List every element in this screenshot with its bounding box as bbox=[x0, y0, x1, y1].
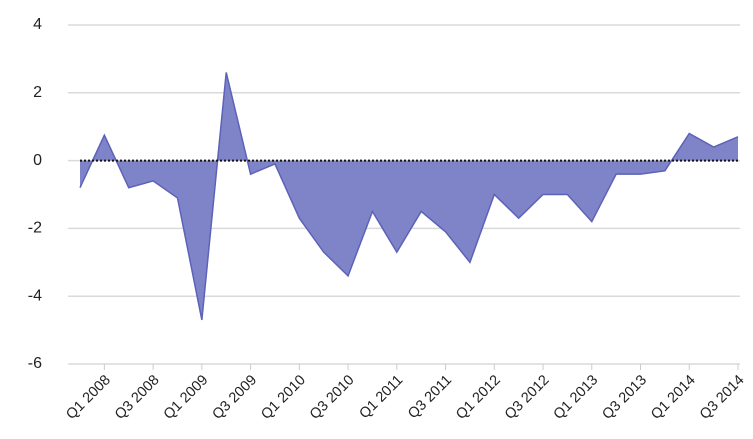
x-tick-label: Q3 2008 bbox=[112, 372, 163, 423]
x-tick-label: Q1 2009 bbox=[161, 372, 212, 423]
x-tick-label: Q1 2008 bbox=[63, 372, 114, 423]
x-tick-label: Q3 2011 bbox=[405, 372, 455, 422]
area-line bbox=[79, 72, 739, 321]
y-tick-label: -2 bbox=[28, 220, 42, 237]
y-tick-label: -4 bbox=[28, 287, 42, 304]
x-tick-label: Q3 2013 bbox=[599, 372, 650, 423]
x-tick-label: Q1 2014 bbox=[648, 372, 699, 423]
area bbox=[80, 72, 738, 320]
y-tick-label: -6 bbox=[28, 355, 42, 372]
x-tick-label: Q3 2012 bbox=[502, 372, 553, 423]
y-tick-label: 2 bbox=[33, 84, 42, 101]
x-tick-label: Q1 2011 bbox=[356, 372, 406, 422]
x-tick-label: Q3 2010 bbox=[307, 372, 358, 423]
x-tick-label: Q1 2010 bbox=[258, 372, 309, 423]
y-tick-label: 0 bbox=[33, 152, 42, 169]
x-tick-label: Q1 2013 bbox=[551, 372, 602, 423]
x-tick-label: Q3 2009 bbox=[209, 372, 260, 423]
y-tick-label: 4 bbox=[33, 16, 42, 33]
x-tick-label: Q3 2014 bbox=[697, 372, 748, 423]
x-tick-label: Q1 2012 bbox=[453, 372, 504, 423]
